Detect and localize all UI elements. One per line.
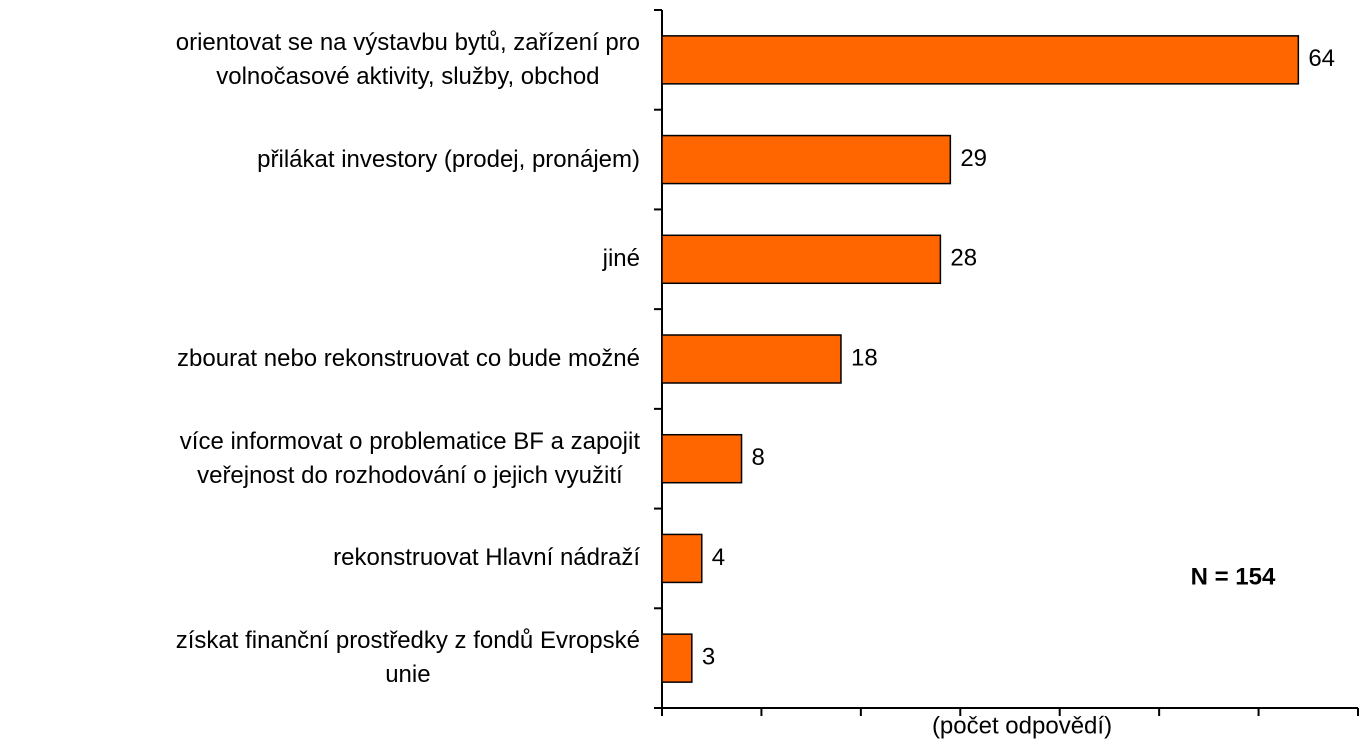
category-label: zbourat nebo rekonstruovat co bude možné [177,345,640,372]
bar [661,134,952,185]
bar [661,334,842,384]
bar [661,633,693,683]
category-label: orientovat se na výstavbu bytů, zařízení… [175,28,640,90]
category-label: více informovat o problematice BF a zapo… [179,427,640,489]
annotation: N = 154 [1191,563,1276,590]
category-label: jiné [602,245,640,273]
bar [661,35,1300,85]
x-axis-label: (počet odpovědí) [932,712,1112,739]
bar [661,533,703,584]
value-label: 29 [960,145,987,172]
bar [661,234,942,285]
value-label: 3 [702,643,715,670]
category-label: rekonstruovat Hlavní nádraží [333,544,640,572]
value-label: 4 [712,544,725,571]
value-label: 28 [950,245,977,272]
value-label: 8 [752,444,765,471]
value-label: 64 [1308,45,1335,72]
category-label: získat finanční prostředky z fondů Evrop… [175,627,640,689]
bar [661,433,743,484]
value-label: 18 [851,344,878,371]
category-label: přilákat investory (prodej, pronájem) [257,145,640,173]
